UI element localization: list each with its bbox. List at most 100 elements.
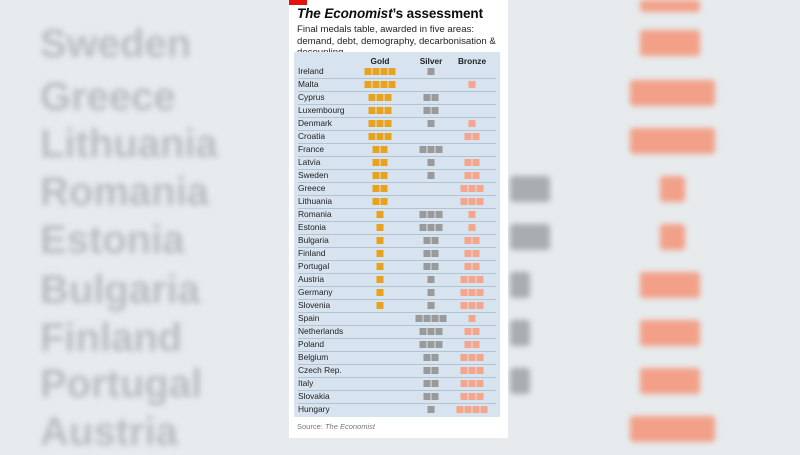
bg-blur-text: Romania — [40, 170, 209, 214]
gold-medal-group — [376, 211, 384, 218]
gold-medal — [384, 94, 392, 101]
gold-medal — [368, 133, 376, 140]
gold-medal-group — [376, 263, 384, 270]
row-divider — [298, 364, 496, 365]
row-divider — [298, 247, 496, 248]
chart-title: The Economist’s assessment — [297, 6, 483, 21]
bronze-medal — [468, 354, 476, 361]
bronze-medal — [460, 289, 468, 296]
silver-medal-group — [423, 250, 439, 257]
gold-medal — [380, 172, 388, 179]
table-row: Netherlands — [294, 325, 500, 338]
gold-medal — [368, 94, 376, 101]
gold-medal — [376, 120, 384, 127]
country-label: Croatia — [298, 131, 325, 141]
country-label: Romania — [298, 209, 332, 219]
row-divider — [298, 390, 496, 391]
row-divider — [298, 195, 496, 196]
row-divider — [298, 338, 496, 339]
country-label: Malta — [298, 79, 319, 89]
bg-blur-box — [660, 224, 685, 250]
table-row: Germany — [294, 286, 500, 299]
bg-blur-box — [630, 128, 715, 154]
bronze-medal-group — [468, 315, 476, 322]
gold-medal — [376, 224, 384, 231]
bronze-medal-group — [460, 198, 484, 205]
row-divider — [298, 91, 496, 92]
chart-title-italic: The Economist — [297, 6, 393, 21]
gold-medal-group — [368, 107, 392, 114]
gold-medal — [372, 172, 380, 179]
country-label: Slovakia — [298, 391, 330, 401]
bronze-medal — [468, 224, 476, 231]
gold-medal — [376, 250, 384, 257]
silver-medal — [435, 328, 443, 335]
gold-medal — [364, 81, 372, 88]
table-row: Ireland — [294, 65, 500, 78]
gold-medal-group — [372, 146, 388, 153]
silver-medal — [435, 146, 443, 153]
gold-medal-group — [368, 120, 392, 127]
silver-medal-group — [423, 354, 439, 361]
column-header-silver: Silver — [419, 56, 443, 66]
bronze-medal — [464, 250, 472, 257]
country-label: Italy — [298, 378, 314, 388]
bg-blur-box — [510, 176, 550, 202]
bronze-medal — [468, 81, 476, 88]
row-divider — [298, 286, 496, 287]
bronze-medal — [460, 380, 468, 387]
bronze-medal — [468, 367, 476, 374]
silver-medal — [427, 406, 435, 413]
table-row: Greece — [294, 182, 500, 195]
gold-medal — [384, 107, 392, 114]
silver-medal-group — [419, 328, 443, 335]
silver-medal-group — [423, 263, 439, 270]
bg-blur-box — [510, 320, 530, 346]
gold-medal — [372, 81, 380, 88]
bronze-medal — [464, 263, 472, 270]
row-divider — [298, 182, 496, 183]
table-row: Sweden — [294, 169, 500, 182]
bronze-medal-group — [456, 406, 488, 413]
silver-medal-group — [427, 302, 435, 309]
table-row: Luxembourg — [294, 104, 500, 117]
table-row: Spain — [294, 312, 500, 325]
source-prefix: Source: — [297, 422, 325, 431]
country-label: Slovenia — [298, 300, 331, 310]
silver-medal-group — [419, 146, 443, 153]
silver-medal — [427, 224, 435, 231]
bronze-medal — [464, 406, 472, 413]
column-header-gold: Gold — [370, 56, 390, 66]
gold-medal — [372, 185, 380, 192]
gold-medal-group — [376, 276, 384, 283]
bronze-medal — [464, 159, 472, 166]
country-label: France — [298, 144, 325, 154]
bronze-medal — [460, 276, 468, 283]
bronze-medal-group — [464, 250, 480, 257]
gold-medal-group — [372, 185, 388, 192]
gold-medal — [380, 81, 388, 88]
bg-blur-box — [630, 416, 715, 442]
table-row: Cyprus — [294, 91, 500, 104]
bronze-medal-group — [460, 289, 484, 296]
gold-medal — [376, 276, 384, 283]
chart-card: The Economist’s assessment Final medals … — [289, 0, 508, 438]
table-row: Romania — [294, 208, 500, 221]
silver-medal — [419, 224, 427, 231]
bronze-medal — [468, 380, 476, 387]
gold-medal-group — [364, 68, 396, 75]
table-row: Denmark — [294, 117, 500, 130]
silver-medal — [423, 94, 431, 101]
brand-red-tag — [289, 0, 307, 5]
country-label: Poland — [298, 339, 325, 349]
silver-medal — [431, 250, 439, 257]
bg-blur-text: Finland — [40, 316, 183, 360]
bg-blur-box — [510, 224, 550, 250]
row-divider — [298, 273, 496, 274]
row-divider — [298, 78, 496, 79]
bronze-medal — [460, 393, 468, 400]
silver-medal — [431, 393, 439, 400]
row-divider — [298, 325, 496, 326]
bg-blur-box — [640, 0, 700, 12]
bronze-medal — [476, 354, 484, 361]
